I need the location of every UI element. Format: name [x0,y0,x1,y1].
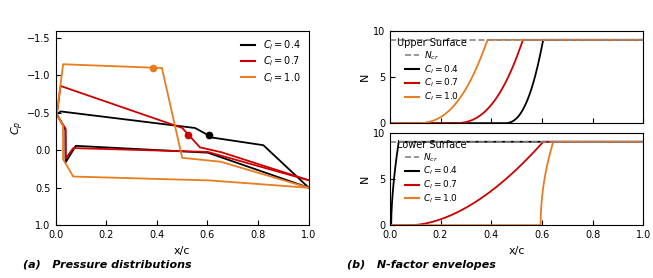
Legend: $C_l = 0.4$, $C_l = 0.7$, $C_l = 1.0$: $C_l = 0.4$, $C_l = 0.7$, $C_l = 1.0$ [238,35,304,88]
Y-axis label: N: N [360,175,370,183]
Y-axis label: $C_p$: $C_p$ [9,121,25,135]
Text: (b)   N-factor envelopes: (b) N-factor envelopes [347,260,496,270]
Y-axis label: N: N [360,73,370,81]
Legend: $N_{cr}$, $C_l = 0.4$, $C_l = 0.7$, $C_l = 1.0$: $N_{cr}$, $C_l = 0.4$, $C_l = 0.7$, $C_l… [394,35,470,106]
X-axis label: x/c: x/c [174,245,191,255]
Text: (a)   Pressure distributions: (a) Pressure distributions [24,260,192,270]
X-axis label: x/c: x/c [508,245,525,255]
Legend: $N_{cr}$, $C_l = 0.4$, $C_l = 0.7$, $C_l = 1.0$: $N_{cr}$, $C_l = 0.4$, $C_l = 0.7$, $C_l… [394,137,470,208]
